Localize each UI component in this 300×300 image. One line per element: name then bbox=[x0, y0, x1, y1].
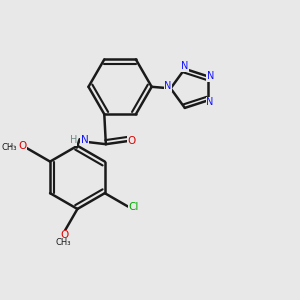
Text: O: O bbox=[61, 230, 69, 240]
Text: O: O bbox=[18, 141, 26, 152]
Text: CH₃: CH₃ bbox=[56, 238, 71, 247]
Text: O: O bbox=[128, 136, 136, 146]
Text: methoxy: methoxy bbox=[10, 145, 16, 146]
Text: Cl: Cl bbox=[128, 202, 139, 212]
Text: N: N bbox=[181, 61, 188, 71]
Text: N: N bbox=[81, 135, 88, 145]
Text: N: N bbox=[207, 71, 214, 81]
Text: CH₃: CH₃ bbox=[1, 143, 16, 152]
Text: H: H bbox=[70, 135, 77, 145]
Text: N: N bbox=[164, 82, 172, 92]
Text: N: N bbox=[206, 98, 213, 107]
